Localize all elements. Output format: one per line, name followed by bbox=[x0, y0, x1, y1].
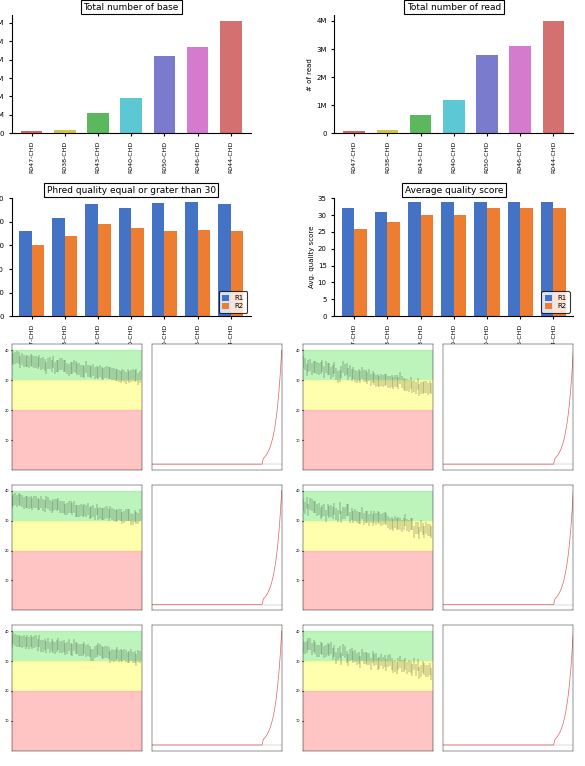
Bar bbox=[355, 228, 367, 316]
Bar bbox=[441, 201, 454, 316]
Bar bbox=[543, 21, 564, 133]
Y-axis label: # of read: # of read bbox=[307, 58, 314, 90]
Bar bbox=[408, 201, 421, 316]
Bar bbox=[12, 491, 142, 521]
Bar bbox=[443, 100, 464, 133]
Bar bbox=[476, 54, 498, 133]
Bar bbox=[553, 208, 566, 316]
Bar bbox=[32, 245, 44, 316]
Bar bbox=[303, 661, 433, 691]
Bar bbox=[52, 218, 65, 316]
Bar bbox=[218, 204, 230, 316]
Bar bbox=[303, 551, 433, 611]
Bar bbox=[65, 236, 77, 316]
Text: Read order R2: Read order R2 bbox=[408, 610, 469, 619]
Legend: R1, R2: R1, R2 bbox=[219, 291, 247, 313]
Bar bbox=[520, 208, 533, 316]
Bar bbox=[54, 129, 75, 133]
Bar bbox=[12, 661, 142, 691]
Bar bbox=[421, 215, 433, 316]
Y-axis label: Avg. quality score: Avg. quality score bbox=[309, 226, 315, 288]
Text: Read order R2: Read order R2 bbox=[408, 470, 469, 479]
Bar bbox=[303, 410, 433, 470]
Bar bbox=[198, 230, 210, 316]
Bar bbox=[410, 115, 431, 133]
Bar bbox=[12, 521, 142, 551]
Bar bbox=[85, 204, 98, 316]
Bar bbox=[131, 228, 144, 316]
Bar bbox=[343, 131, 365, 133]
Legend: R1, R2: R1, R2 bbox=[541, 291, 570, 313]
Text: Read order R1: Read order R1 bbox=[116, 610, 177, 619]
Bar bbox=[230, 231, 243, 316]
Bar bbox=[510, 46, 531, 133]
Bar bbox=[12, 351, 142, 380]
Bar bbox=[454, 215, 466, 316]
Bar bbox=[303, 521, 433, 551]
Bar bbox=[303, 491, 433, 521]
Bar bbox=[377, 130, 398, 133]
Bar bbox=[12, 410, 142, 470]
Bar bbox=[12, 380, 142, 410]
Bar bbox=[303, 691, 433, 751]
Title: Total number of base: Total number of base bbox=[84, 3, 179, 11]
Bar bbox=[87, 113, 109, 133]
Bar bbox=[474, 201, 487, 316]
Bar bbox=[187, 47, 208, 133]
Text: Read order R2: Read order R2 bbox=[408, 329, 469, 339]
Bar bbox=[487, 208, 500, 316]
Bar bbox=[21, 132, 42, 133]
Bar bbox=[508, 201, 520, 316]
Bar bbox=[12, 551, 142, 611]
Bar bbox=[342, 208, 355, 316]
Title: Average quality score: Average quality score bbox=[405, 185, 503, 195]
Title: Total number of read: Total number of read bbox=[407, 3, 501, 11]
Bar bbox=[121, 98, 142, 133]
Bar bbox=[303, 380, 433, 410]
Title: Phred quality equal or grater than 30: Phred quality equal or grater than 30 bbox=[47, 185, 216, 195]
Bar bbox=[303, 351, 433, 380]
Bar bbox=[185, 201, 198, 316]
Bar bbox=[164, 231, 177, 316]
Bar bbox=[152, 203, 164, 316]
Bar bbox=[303, 631, 433, 661]
Text: Read order R1: Read order R1 bbox=[116, 329, 177, 339]
Bar bbox=[98, 224, 111, 316]
Bar bbox=[154, 56, 175, 133]
Bar bbox=[387, 222, 400, 316]
Bar bbox=[375, 211, 387, 316]
Bar bbox=[12, 691, 142, 751]
Text: Read order R1: Read order R1 bbox=[116, 470, 177, 479]
Bar bbox=[119, 208, 131, 316]
Bar bbox=[220, 21, 242, 133]
Bar bbox=[12, 631, 142, 661]
Bar bbox=[541, 201, 553, 316]
Bar bbox=[19, 231, 32, 316]
